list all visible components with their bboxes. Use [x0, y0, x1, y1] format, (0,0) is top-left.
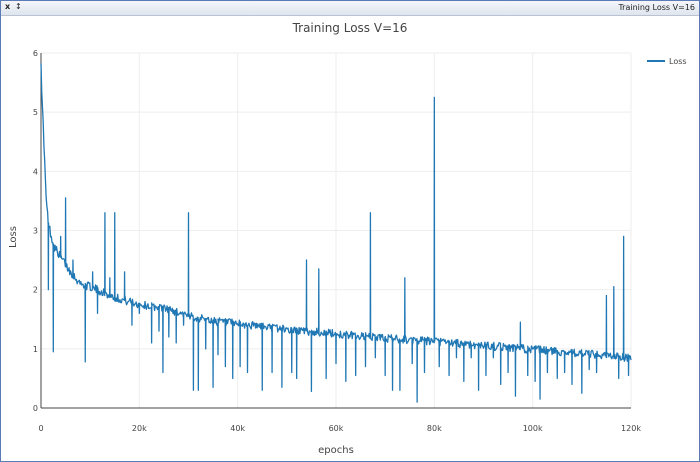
x-tick-label: 20k [132, 424, 147, 433]
resize-icon[interactable]: ↕ [15, 2, 22, 11]
window-title: Training Loss V=16 [618, 3, 695, 12]
y-tick-label: 5 [33, 108, 38, 117]
y-tick-label: 4 [33, 167, 38, 176]
y-tick-label: 1 [33, 345, 38, 354]
close-icon[interactable]: x [5, 2, 11, 11]
y-tick-label: 6 [33, 49, 38, 58]
legend[interactable]: Loss [647, 57, 687, 66]
x-tick-label: 0 [38, 424, 43, 433]
y-axis-title: Loss [8, 226, 19, 248]
y-tick-label: 2 [33, 286, 38, 295]
x-tick-label: 80k [427, 424, 442, 433]
loss-series-line [40, 63, 632, 403]
tick-labels: 0 20k 40k 60k 80k 100k 120k 0 1 2 3 4 5 6 [33, 49, 641, 433]
x-tick-label: 100k [523, 424, 543, 433]
y-tick-label: 3 [33, 227, 38, 236]
legend-label: Loss [669, 57, 687, 66]
chart-title: Training Loss V=16 [292, 21, 408, 35]
x-tick-label: 120k [621, 424, 641, 433]
axes [40, 53, 631, 409]
x-tick-label: 60k [329, 424, 344, 433]
window-titlebar: x ↕ Training Loss V=16 [1, 1, 699, 16]
y-tick-label: 0 [33, 404, 38, 413]
x-tick-label: 40k [230, 424, 245, 433]
x-axis-title: epochs [318, 445, 354, 456]
